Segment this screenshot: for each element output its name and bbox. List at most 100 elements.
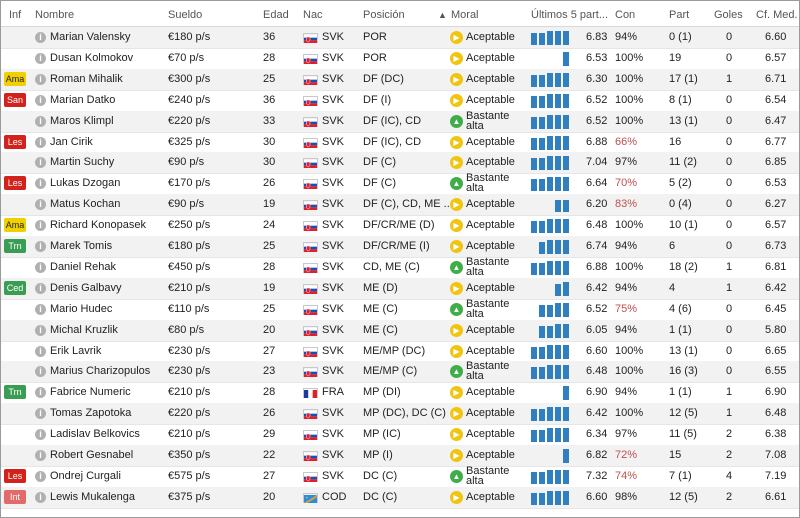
table-row[interactable]: i Tomas Zapotoka €220 p/s 26 SVK MP (DC), DC … [1,403,799,426]
col-wage[interactable]: Sueldo [168,9,203,21]
status-badge[interactable]: Ced [4,280,26,295]
player-name[interactable]: Marek Tomis [50,240,113,252]
info-icon[interactable]: i [35,429,46,441]
info-icon[interactable]: i [35,178,46,190]
table-row[interactable]: Trn i Fabrice Numeric €210 p/s 28 FRA MP (DI) ▶… [1,382,799,405]
player-name[interactable]: Michal Kruzlik [50,323,118,336]
player-name[interactable]: Lewis Mukalenga [50,490,135,503]
info-icon[interactable]: i [35,366,46,378]
table-row[interactable]: Les i Ondrej Curgali €575 p/s 27 SVK DC (C) ▲ Ba… [1,465,799,488]
col-pos[interactable]: Posición [363,9,405,21]
flag-icon [303,221,318,232]
player-name[interactable]: Martin Suchy [50,156,115,169]
table-row[interactable]: i Dusan Kolmokov €70 p/s 28 SVK POR ▶ Aceptable… [1,48,799,70]
status-badge[interactable]: San [4,92,26,107]
info-icon[interactable]: i [35,32,46,43]
player-name[interactable]: Dusan Kolmokov [50,51,134,64]
form-chart [531,71,581,87]
info-icon[interactable]: i [35,345,46,357]
player-name[interactable]: Fabrice Numeric [50,386,131,399]
table-row[interactable]: i Michal Kruzlik €80 p/s 20 SVK ME (C) ▶ Acepta… [1,319,799,342]
player-avg-rating: 5.80 [765,323,787,336]
table-row[interactable]: Trn i Marek Tomis €180 p/s 25 SVK DF/CR/ME (I)… [1,236,799,258]
info-icon[interactable]: i [35,450,46,461]
table-row[interactable]: Les i Jan Cirik €325 p/s 30 SVK DF (IC), CD ▶ Ac… [1,132,799,154]
table-row[interactable]: Les i Lukas Dzogan €170 p/s 26 SVK DF (C) ▲ Bast… [1,173,799,196]
player-name[interactable]: Tomas Zapotoka [50,407,132,420]
player-goals: 0 [726,323,733,336]
table-row[interactable]: Ama i Richard Konopasek €250 p/s 24 SVK DF/CR/… [1,215,799,238]
info-icon[interactable]: i [35,282,46,294]
info-icon[interactable]: i [35,220,46,232]
status-badge[interactable]: Ama [4,71,26,86]
form-chart [531,217,581,234]
player-name[interactable]: Erik Lavrik [50,344,102,357]
col-avg[interactable]: Cf. Med. [756,9,798,21]
info-icon[interactable]: i [35,241,46,252]
table-row[interactable]: i Martin Suchy €90 p/s 30 SVK DF (C) ▶ Aceptabl… [1,152,799,175]
table-row[interactable]: Ama i Roman Mihalik €300 p/s 25 SVK DF (DC) ▶ Ac… [1,68,799,91]
player-position: POR [363,51,387,64]
info-icon[interactable]: i [35,303,46,315]
player-name[interactable]: Daniel Rehak [50,260,117,273]
table-row[interactable]: Int i Lewis Mukalenga €375 p/s 20 ★ COD DC (C) ▶… [1,486,799,509]
info-icon[interactable]: i [35,470,46,482]
info-icon[interactable]: i [35,157,46,169]
player-name[interactable]: Marian Datko [50,93,116,106]
status-badge[interactable]: Trn [4,239,26,253]
player-name[interactable]: Denis Galbavy [50,281,122,294]
col-moral[interactable]: Moral [451,9,479,21]
player-name[interactable]: Marian Valensky [50,31,131,43]
status-badge[interactable]: Ama [4,218,26,233]
status-badge[interactable]: Int [4,489,26,504]
form-bar [563,219,569,234]
col-inf[interactable]: Inf [9,9,22,21]
table-row[interactable]: i Maros Klimpl €220 p/s 33 SVK DF (IC), CD ▲ Ba… [1,110,799,133]
status-badge[interactable]: Les [4,176,26,191]
info-icon[interactable]: i [35,199,46,211]
table-row[interactable]: i Marian Valensky €180 p/s 36 SVK POR ▶ Aceptab… [1,27,799,49]
player-name[interactable]: Matus Kochan [50,198,121,211]
info-icon[interactable]: i [35,324,46,336]
col-name[interactable]: Nombre [35,9,75,21]
player-name[interactable]: Marius Charizopulos [50,365,151,378]
info-icon[interactable]: i [35,387,46,399]
table-row[interactable]: Ced i Denis Galbavy €210 p/s 19 SVK ME (D) ▶ Ace… [1,277,799,300]
info-icon[interactable]: i [35,115,46,127]
player-name[interactable]: Ondrej Curgali [50,469,121,482]
player-name[interactable]: Lukas Dzogan [50,177,121,190]
table-row[interactable]: i Erik Lavrik €230 p/s 27 SVK ME/MP (DC) ▶ Acep… [1,341,799,363]
player-name[interactable]: Ladislav Belkovics [50,428,140,441]
col-age[interactable]: Edad [263,9,289,21]
table-row[interactable]: i Matus Kochan €90 p/s 19 SVK DF (C), CD, ME … [1,194,799,217]
table-row[interactable]: i Mario Hudec €110 p/s 25 SVK ME (C) ▲ Bastante… [1,298,799,321]
info-icon[interactable]: i [35,491,46,503]
player-name[interactable]: Jan Cirik [50,135,93,148]
info-icon[interactable]: i [35,52,46,64]
col-goals[interactable]: Goles [714,9,743,21]
col-cond[interactable]: Con [615,9,636,21]
player-name[interactable]: Robert Gesnabel [50,449,134,461]
table-row[interactable]: San i Marian Datko €240 p/s 36 SVK DF (I) ▶ Acep… [1,90,799,112]
info-icon[interactable]: i [35,136,46,148]
col-nat[interactable]: Nac [303,9,323,21]
table-row[interactable]: i Marius Charizopulos €230 p/s 23 SVK ME/MP (… [1,361,799,384]
player-name[interactable]: Mario Hudec [50,302,113,315]
status-badge[interactable]: Trn [4,385,26,400]
info-icon[interactable]: i [35,261,46,273]
player-name[interactable]: Roman Mihalik [50,72,123,85]
status-badge[interactable]: Les [4,134,26,149]
table-row[interactable]: i Daniel Rehak €450 p/s 28 SVK CD, ME (C) ▲ Bas… [1,256,799,279]
player-rating: 6.64 [586,177,608,190]
player-name[interactable]: Maros Klimpl [50,114,114,127]
info-icon[interactable]: i [35,94,46,106]
info-icon[interactable]: i [35,73,46,85]
status-badge[interactable]: Les [4,468,26,483]
col-apps[interactable]: Part [669,9,690,21]
col-form[interactable]: Últimos 5 part... [531,9,609,21]
table-row[interactable]: i Ladislav Belkovics €210 p/s 29 SVK MP (IC) ▶… [1,424,799,447]
flag-icon [303,116,318,127]
player-name[interactable]: Richard Konopasek [50,219,147,232]
info-icon[interactable]: i [35,408,46,420]
table-row[interactable]: i Robert Gesnabel €350 p/s 22 SVK MP (I) ▶ Acep… [1,445,799,467]
